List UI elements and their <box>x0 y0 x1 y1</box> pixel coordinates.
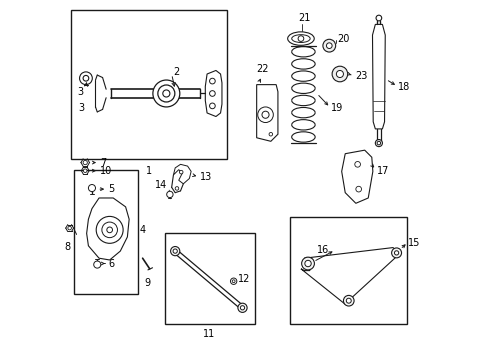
Text: 19: 19 <box>331 104 343 114</box>
Text: 18: 18 <box>397 82 410 92</box>
Circle shape <box>304 260 311 267</box>
Circle shape <box>298 36 303 41</box>
Text: 14: 14 <box>154 180 166 190</box>
Text: 21: 21 <box>298 12 310 22</box>
Text: 2: 2 <box>173 66 179 76</box>
Circle shape <box>391 248 401 258</box>
Circle shape <box>375 140 381 147</box>
Circle shape <box>96 216 123 243</box>
Circle shape <box>301 257 314 270</box>
Circle shape <box>88 185 95 192</box>
Text: 13: 13 <box>199 172 212 182</box>
Circle shape <box>238 303 246 312</box>
Circle shape <box>79 72 92 85</box>
Circle shape <box>336 70 343 77</box>
Circle shape <box>332 66 347 82</box>
Text: 9: 9 <box>144 278 151 288</box>
Circle shape <box>102 222 117 238</box>
Circle shape <box>322 39 335 52</box>
Circle shape <box>393 251 398 255</box>
Circle shape <box>179 170 182 174</box>
Circle shape <box>230 278 236 285</box>
Circle shape <box>163 90 169 97</box>
Text: 23: 23 <box>354 71 366 81</box>
Circle shape <box>68 226 71 230</box>
Circle shape <box>232 280 235 283</box>
Circle shape <box>152 80 180 107</box>
Circle shape <box>346 298 350 303</box>
Text: 22: 22 <box>256 64 268 74</box>
Text: 16: 16 <box>317 245 329 255</box>
Circle shape <box>83 160 87 165</box>
Circle shape <box>106 227 112 233</box>
Circle shape <box>170 247 180 256</box>
Circle shape <box>326 43 332 49</box>
Text: 5: 5 <box>107 184 114 194</box>
Text: 17: 17 <box>377 166 389 176</box>
Text: 8: 8 <box>64 242 71 252</box>
Circle shape <box>377 141 380 145</box>
Circle shape <box>343 295 353 306</box>
Text: 4: 4 <box>139 225 146 235</box>
Text: 10: 10 <box>100 166 112 176</box>
Circle shape <box>354 161 360 167</box>
Text: 20: 20 <box>336 34 349 44</box>
Text: 12: 12 <box>238 275 250 285</box>
Circle shape <box>240 306 244 310</box>
Circle shape <box>209 103 215 109</box>
Text: 11: 11 <box>202 329 214 339</box>
Circle shape <box>261 111 269 118</box>
Circle shape <box>175 187 179 190</box>
Circle shape <box>166 191 173 198</box>
Text: 3: 3 <box>78 103 85 113</box>
Circle shape <box>209 91 215 96</box>
Circle shape <box>375 15 381 21</box>
Text: 3: 3 <box>77 87 83 97</box>
Text: 6: 6 <box>108 258 115 268</box>
Text: 1: 1 <box>145 166 151 176</box>
Circle shape <box>157 85 175 102</box>
Circle shape <box>93 261 101 268</box>
Circle shape <box>355 186 361 192</box>
Text: 7: 7 <box>100 157 106 167</box>
Circle shape <box>83 169 87 172</box>
Circle shape <box>257 107 273 122</box>
Circle shape <box>269 132 272 136</box>
Circle shape <box>209 78 215 84</box>
Text: 15: 15 <box>408 238 420 248</box>
Circle shape <box>173 249 177 253</box>
Circle shape <box>83 75 89 81</box>
